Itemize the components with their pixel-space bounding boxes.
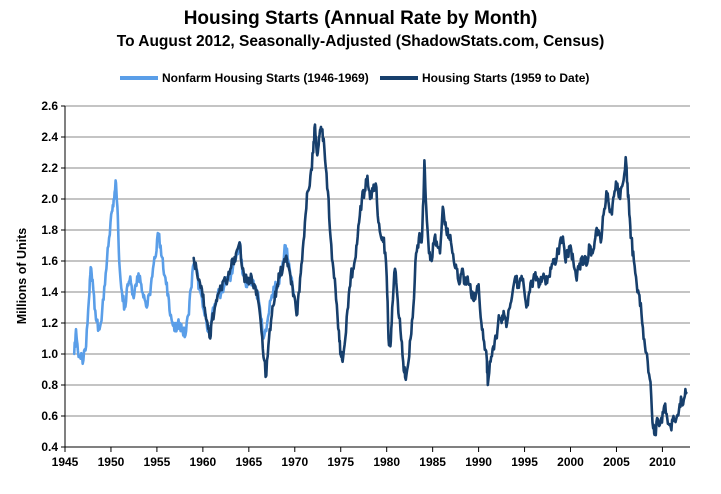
x-tick-label: 1975 [327, 455, 354, 469]
y-tick-label: 1.6 [41, 254, 58, 268]
x-tick-label: 1945 [52, 455, 79, 469]
x-tick-label: 1995 [511, 455, 538, 469]
y-tick-label: 2.2 [41, 161, 58, 175]
chart-subtitle: To August 2012, Seasonally-Adjusted (Sha… [116, 33, 605, 50]
legend-swatch-total [380, 76, 418, 80]
series-line-total [192, 123, 688, 437]
x-tick-label: 1955 [144, 455, 171, 469]
y-tick-label: 2.4 [41, 130, 58, 144]
legend-label-total: Housing Starts (1959 to Date) [422, 71, 590, 85]
y-tick-label: 0.8 [41, 378, 58, 392]
y-tick-label: 2.6 [41, 99, 58, 113]
x-tick-label: 1985 [419, 455, 446, 469]
chart-title: Housing Starts (Annual Rate by Month) [183, 8, 538, 29]
x-tick-label: 1990 [465, 455, 492, 469]
y-tick-label: 1.4 [41, 285, 58, 299]
y-tick-label: 1.2 [41, 316, 58, 330]
x-tick-label: 1960 [190, 455, 217, 469]
y-tick-label: 2.0 [41, 192, 58, 206]
y-tick-label: 0.4 [41, 440, 58, 454]
x-tick-label: 2000 [557, 455, 584, 469]
x-tick-label: 1950 [98, 455, 125, 469]
x-tick-label: 1980 [373, 455, 400, 469]
legend-label-nonfarm: Nonfarm Housing Starts (1946-1969) [162, 71, 369, 85]
y-tick-label: 1.8 [41, 223, 58, 237]
legend-swatch-nonfarm [120, 76, 158, 80]
x-tick-label: 1970 [281, 455, 308, 469]
x-tick-label: 2005 [603, 455, 630, 469]
y-axis-title: Millions of Units [15, 228, 29, 325]
y-tick-label: 0.6 [41, 409, 58, 423]
x-tick-label: 2010 [649, 455, 676, 469]
y-tick-label: 1.0 [41, 347, 58, 361]
legend-item-total: Housing Starts (1959 to Date) [380, 71, 589, 85]
x-tick-label: 1965 [235, 455, 262, 469]
legend-item-nonfarm: Nonfarm Housing Starts (1946-1969) [120, 71, 369, 85]
